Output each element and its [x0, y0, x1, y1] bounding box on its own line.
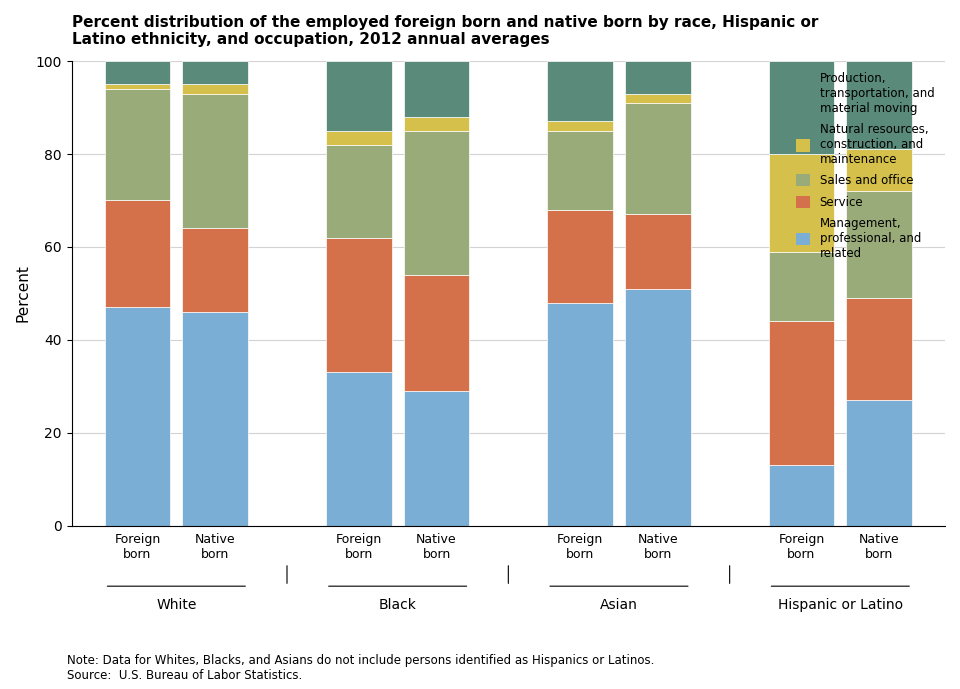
Bar: [625, 103, 691, 214]
Bar: [547, 61, 613, 121]
Bar: [769, 321, 834, 465]
Bar: [847, 150, 912, 191]
Bar: [182, 312, 248, 526]
Bar: [847, 400, 912, 526]
Bar: [105, 89, 170, 200]
Bar: [403, 131, 469, 275]
Bar: [625, 214, 691, 289]
Bar: [547, 131, 613, 209]
Bar: [403, 117, 469, 131]
Bar: [625, 94, 691, 103]
Bar: [325, 131, 392, 145]
Bar: [182, 61, 248, 84]
Text: White: White: [156, 598, 197, 612]
Text: Hispanic or Latino: Hispanic or Latino: [778, 598, 903, 612]
Bar: [847, 61, 912, 150]
Y-axis label: Percent: Percent: [15, 265, 30, 322]
Text: Percent distribution of the employed foreign born and native born by race, Hispa: Percent distribution of the employed for…: [72, 15, 818, 48]
Bar: [325, 373, 392, 526]
Bar: [105, 307, 170, 526]
Bar: [847, 298, 912, 400]
Bar: [769, 465, 834, 526]
Text: Black: Black: [379, 598, 417, 612]
Bar: [625, 289, 691, 526]
Bar: [625, 61, 691, 94]
Text: Note: Data for Whites, Blacks, and Asians do not include persons identified as H: Note: Data for Whites, Blacks, and Asian…: [67, 654, 655, 682]
Bar: [182, 228, 248, 312]
Bar: [105, 61, 170, 84]
Bar: [769, 61, 834, 154]
Text: Asian: Asian: [600, 598, 638, 612]
Bar: [547, 209, 613, 302]
Bar: [769, 154, 834, 251]
Bar: [182, 94, 248, 228]
Bar: [847, 191, 912, 298]
Bar: [403, 275, 469, 391]
Bar: [403, 61, 469, 117]
Bar: [547, 302, 613, 526]
Bar: [547, 121, 613, 131]
Bar: [769, 251, 834, 321]
Bar: [325, 238, 392, 373]
Bar: [105, 200, 170, 307]
Bar: [403, 391, 469, 526]
Bar: [182, 84, 248, 94]
Legend: Production,
transportation, and
material moving, Natural resources,
construction: Production, transportation, and material…: [791, 67, 939, 265]
Bar: [325, 145, 392, 238]
Bar: [325, 61, 392, 131]
Bar: [105, 84, 170, 89]
